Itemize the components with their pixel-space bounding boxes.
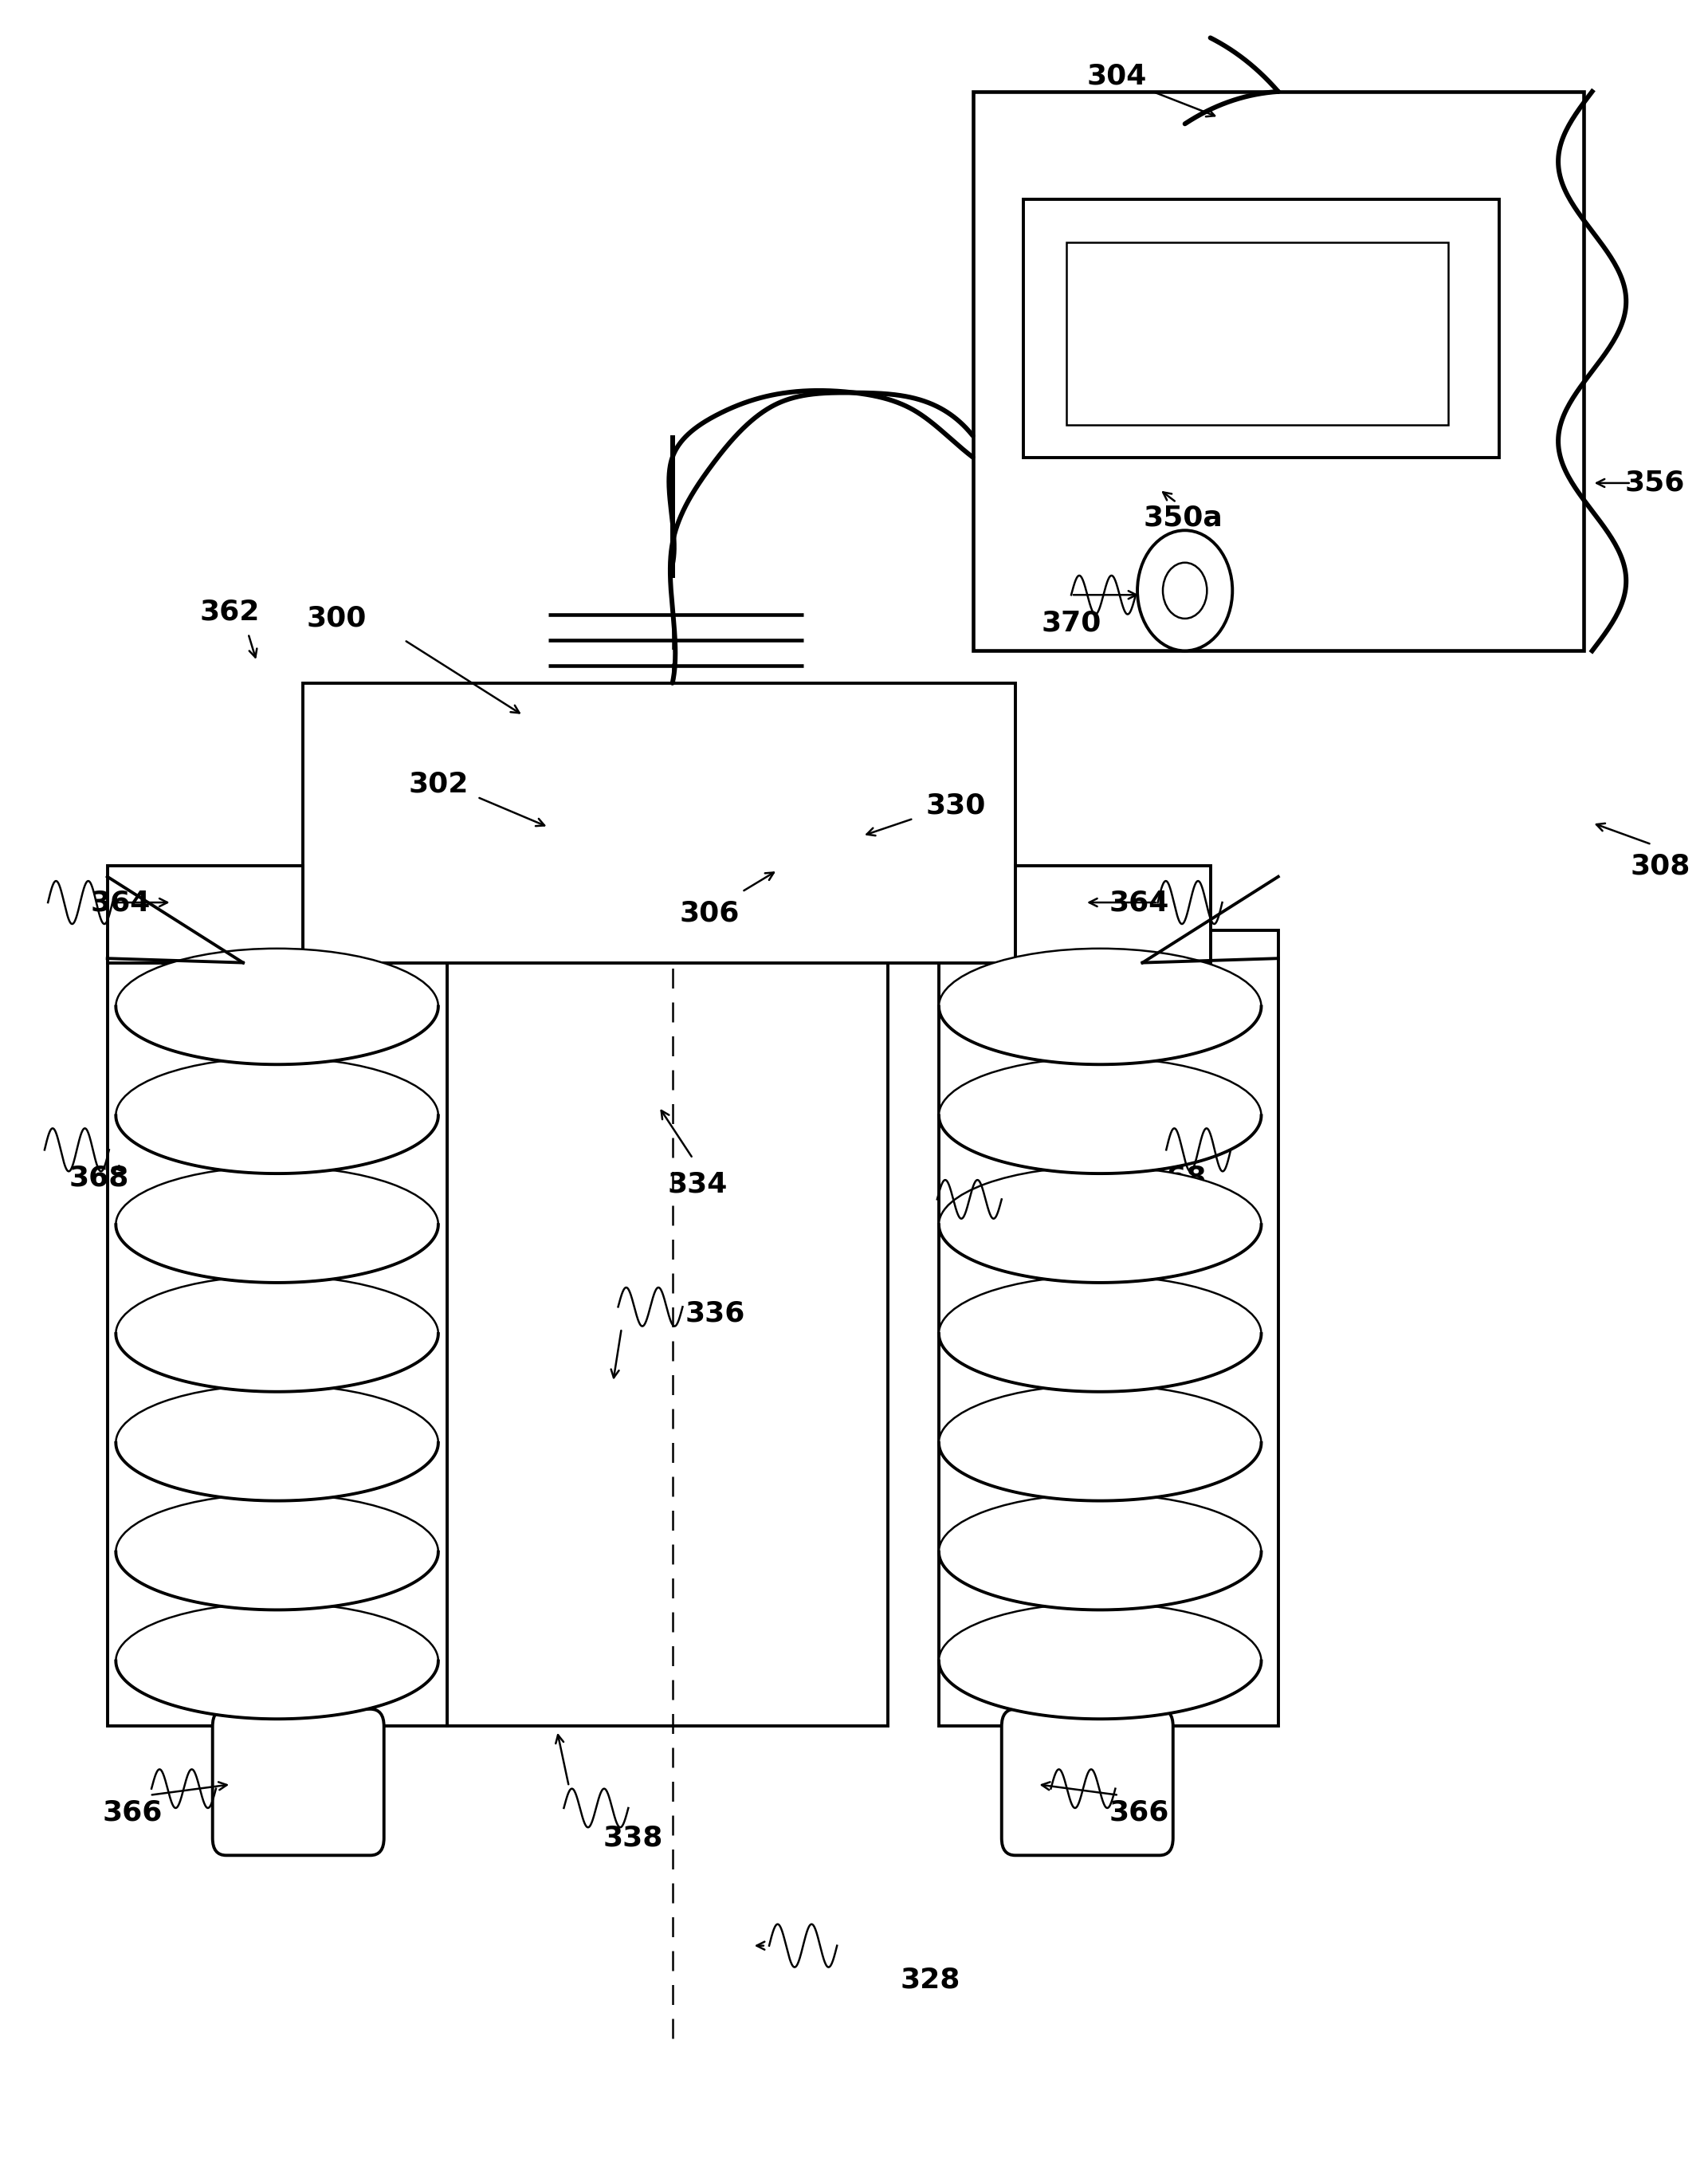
Ellipse shape [939,1494,1261,1611]
Ellipse shape [939,1057,1261,1174]
Text: 306: 306 [680,899,740,927]
Text: 364: 364 [91,889,150,917]
Ellipse shape [939,1602,1261,1719]
Ellipse shape [116,1602,439,1719]
Ellipse shape [939,1386,1261,1500]
Bar [302,683,1015,962]
Bar [1015,867,1211,962]
Ellipse shape [939,1276,1261,1392]
Text: 350a: 350a [1143,504,1223,532]
Circle shape [1138,530,1233,651]
Text: 356: 356 [1624,469,1686,497]
Ellipse shape [116,1494,439,1611]
Bar [447,930,888,1725]
Bar [108,930,447,1725]
Text: 328: 328 [900,1967,960,1993]
Ellipse shape [939,1167,1261,1282]
Ellipse shape [116,1386,439,1500]
Text: 300: 300 [306,605,367,631]
Text: 334: 334 [668,1170,728,1198]
Bar [974,91,1583,651]
Text: 364: 364 [1108,889,1168,917]
FancyBboxPatch shape [212,1710,384,1855]
Bar [1066,242,1448,426]
Text: 350: 350 [1189,246,1249,272]
Text: 330: 330 [926,791,986,819]
Text: 336: 336 [685,1299,745,1327]
Text: 308: 308 [1629,852,1691,880]
Text: 370: 370 [1042,610,1102,636]
Bar [939,930,1278,1725]
Bar [1023,199,1500,456]
Ellipse shape [116,949,439,1064]
Text: 338: 338 [603,1825,663,1851]
Text: 366: 366 [1108,1799,1168,1827]
Circle shape [1163,562,1208,618]
Text: 332: 332 [1015,1185,1074,1213]
Text: 304: 304 [1086,63,1148,91]
FancyBboxPatch shape [1001,1710,1173,1855]
Ellipse shape [116,1276,439,1392]
Text: 302: 302 [408,770,468,798]
Text: 368: 368 [68,1165,128,1191]
Text: 368: 368 [1146,1165,1206,1191]
Text: 366: 366 [102,1799,162,1827]
Bar [108,867,302,962]
Text: 362: 362 [200,599,260,625]
Ellipse shape [116,1167,439,1282]
Ellipse shape [939,949,1261,1064]
Ellipse shape [116,1057,439,1174]
